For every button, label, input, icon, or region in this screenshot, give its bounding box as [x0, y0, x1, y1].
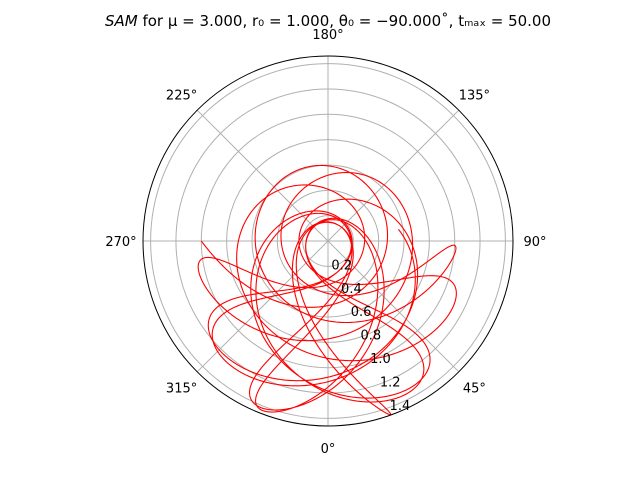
angular-tick-label: 135° — [459, 89, 490, 104]
radial-tick-label: 1.2 — [380, 376, 401, 391]
radial-tick-label: 0.8 — [360, 329, 381, 344]
title-mu: μ = 3.000 — [168, 12, 243, 30]
angular-tick-label: 45° — [463, 381, 486, 396]
angular-grid-spoke — [196, 109, 329, 242]
radial-tick-label: 1.0 — [370, 352, 391, 367]
radial-tick-label: 0.6 — [351, 305, 372, 320]
trajectory-line — [197, 164, 457, 416]
angular-tick-label: 180° — [312, 28, 343, 43]
radial-tick-label: 0.4 — [341, 282, 362, 297]
polar-frame — [142, 55, 514, 427]
angular-tick-label: 0° — [321, 442, 336, 457]
trajectory-layer — [197, 164, 457, 416]
angular-grid — [143, 56, 513, 426]
angular-grid-spoke — [327, 109, 460, 242]
radial-tick-label: 1.4 — [390, 399, 411, 414]
title-theta0: θ₀ = −90.000˚ — [339, 12, 449, 30]
angular-tick-label: 225° — [166, 89, 197, 104]
radial-tick-labels: 0.2 0.4 0.6 0.8 1.0 1.2 1.4 — [331, 258, 410, 414]
title-prefix: SAM — [105, 12, 138, 30]
title-for: for — [138, 12, 168, 30]
angular-grid-spoke — [327, 240, 460, 373]
angular-tick-label: 90° — [523, 235, 546, 250]
chart-title: SAM for μ = 3.000, r₀ = 1.000, θ₀ = −90.… — [105, 12, 551, 30]
radial-tick-label: 0.2 — [331, 258, 352, 273]
title-r0: r₀ = 1.000 — [252, 12, 329, 30]
angular-tick-label: 315° — [166, 381, 197, 396]
title-tmax: tₘₐₓ = 50.00 — [458, 12, 551, 30]
angular-tick-label: 270° — [105, 235, 136, 250]
angular-tick-labels: 0° 45° 90° 135° 180° 225° 270° 315° — [105, 28, 546, 457]
